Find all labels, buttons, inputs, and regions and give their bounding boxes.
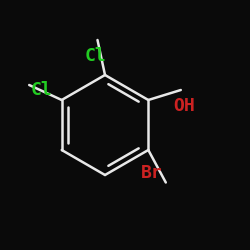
Text: OH: OH (174, 97, 196, 115)
Text: Br: Br (141, 164, 163, 182)
Text: Cl: Cl (84, 47, 106, 65)
Text: Cl: Cl (30, 81, 52, 99)
